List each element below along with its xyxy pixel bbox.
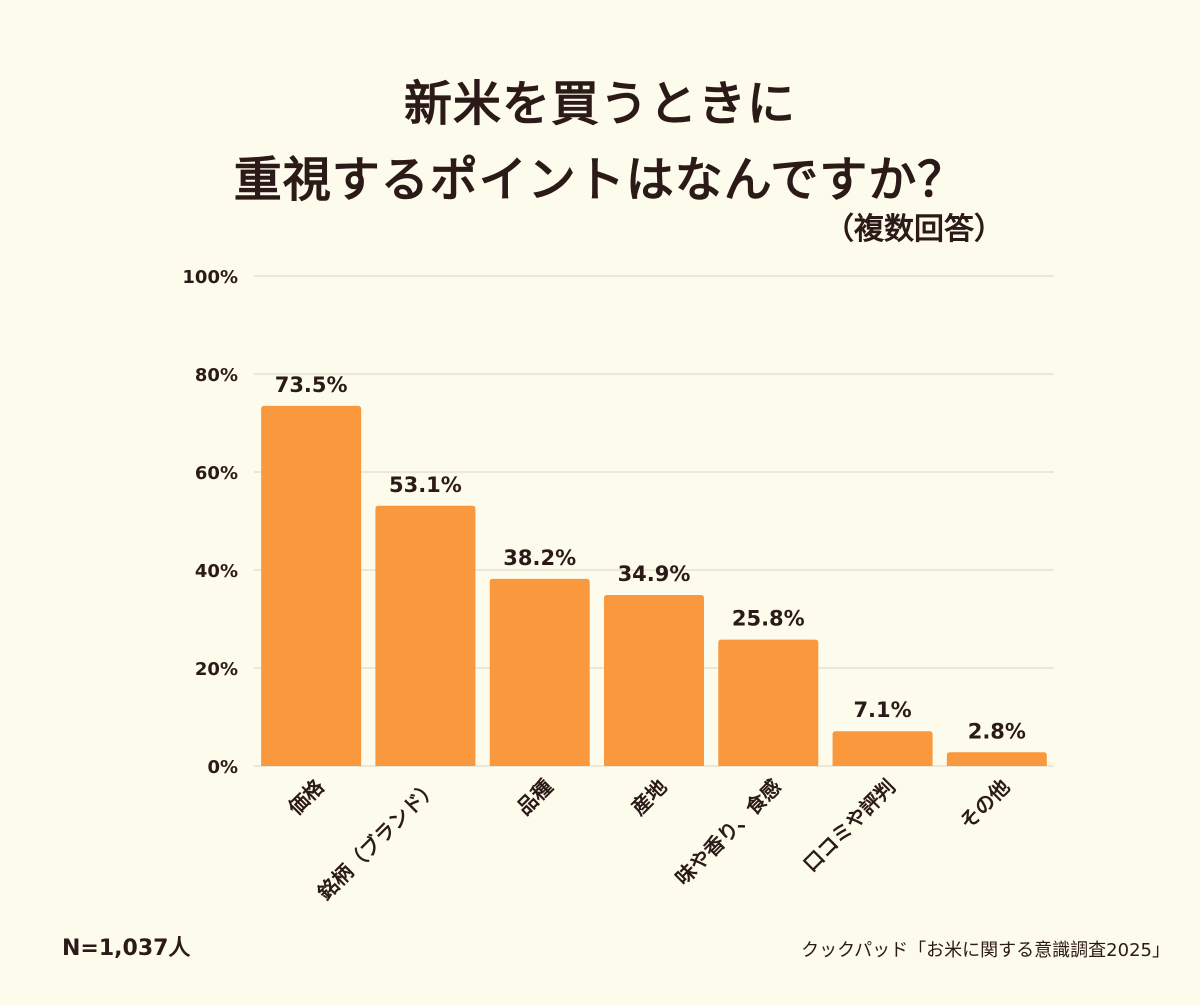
chart-subtitle: （複数回答） (824, 212, 1004, 247)
y-tick-label: 40% (195, 561, 238, 582)
bar-value-label: 34.9% (618, 562, 691, 586)
x-category-label: 銘柄（ブランド） (313, 775, 443, 905)
bar-value-label: 2.8% (968, 719, 1026, 743)
chart-title-line1: 新米を買うときに (403, 76, 796, 132)
y-tick-label: 100% (182, 267, 238, 288)
bar (261, 405, 362, 766)
bar-value-label: 53.1% (389, 473, 462, 497)
x-category-label: その他 (955, 775, 1014, 834)
bar (832, 731, 933, 766)
bar (718, 639, 819, 766)
y-tick-label: 20% (195, 659, 238, 680)
y-tick-label: 60% (195, 463, 238, 484)
bar-value-label: 25.8% (732, 607, 805, 631)
x-category-label: 味や香り、食感 (670, 775, 785, 890)
bar (604, 594, 704, 766)
bar (946, 752, 1047, 766)
x-category-label: 産地 (626, 775, 671, 820)
sample-size-label: N=1,037人 (62, 936, 191, 961)
source-label: クックパッド「お米に関する意識調査2025」 (801, 940, 1170, 961)
bar (375, 505, 476, 766)
bar-value-label: 7.1% (853, 698, 911, 722)
bar (489, 578, 590, 766)
x-category-label: 品種 (512, 775, 557, 820)
x-category-label: 価格 (283, 774, 330, 821)
chart-title-line2: 重視するポイントはなんですか？ (233, 152, 967, 208)
bar-value-label: 38.2% (503, 546, 576, 570)
y-tick-label: 0% (207, 757, 238, 778)
y-tick-label: 80% (195, 365, 238, 386)
bar-value-label: 73.5% (275, 373, 348, 397)
x-category-label: 口コミや評判 (798, 775, 900, 877)
